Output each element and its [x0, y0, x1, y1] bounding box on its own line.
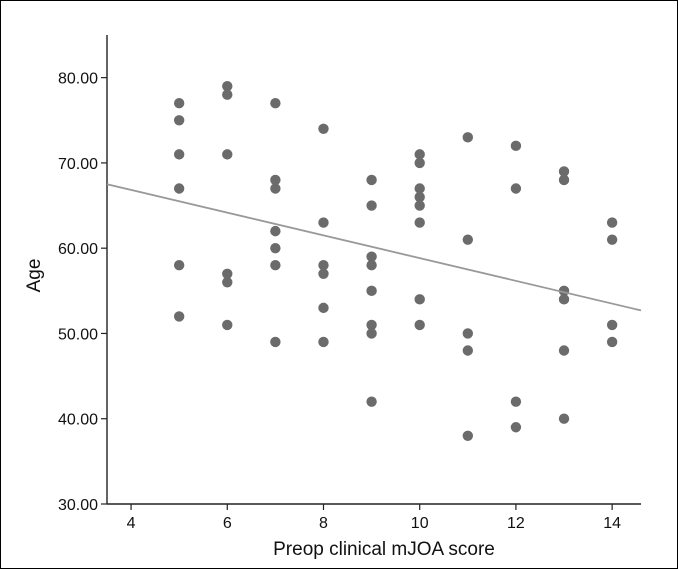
data-point — [606, 336, 618, 348]
data-point — [510, 140, 522, 152]
y-tick-label: 50.00 — [58, 326, 98, 343]
axes-layer — [106, 35, 641, 505]
data-point — [318, 123, 329, 134]
data-point — [558, 166, 570, 177]
data-point — [222, 268, 233, 279]
x-tick-label: 12 — [507, 515, 525, 532]
x-tick-label: 8 — [319, 515, 328, 532]
data-point — [366, 285, 377, 297]
y-tick-label: 70.00 — [58, 156, 98, 173]
data-point — [510, 396, 522, 407]
data-point — [558, 294, 570, 305]
fit-line — [106, 183, 642, 312]
data-point — [173, 115, 185, 126]
y-tick-label: 30.00 — [58, 497, 98, 514]
data-point — [318, 260, 329, 271]
x-tick-label: 14 — [603, 515, 621, 532]
data-point — [173, 98, 185, 109]
data-point — [173, 149, 185, 160]
data-point — [558, 174, 570, 186]
ticks-layer: 4 6 8 10 12 14 30.00 40.00 50.00 60.00 70.00 80.00 — [58, 71, 621, 532]
data-point — [462, 328, 474, 339]
data-point — [414, 183, 425, 194]
data-point — [173, 311, 185, 322]
data-point — [558, 345, 570, 356]
data-point — [270, 183, 281, 194]
data-point — [270, 260, 281, 271]
data-point — [366, 174, 377, 186]
data-point — [366, 200, 377, 211]
data-point — [414, 294, 425, 305]
data-point — [510, 422, 522, 433]
data-point — [318, 268, 329, 279]
y-tick-label: 40.00 — [58, 412, 98, 429]
data-point — [510, 183, 522, 194]
data-point — [462, 345, 474, 356]
data-point — [462, 234, 474, 245]
data-point — [270, 336, 281, 348]
data-point — [366, 319, 377, 331]
x-tick-label: 4 — [127, 515, 136, 532]
x-tick-label: 10 — [411, 515, 429, 532]
y-axis-title: Age — [24, 259, 45, 293]
data-point — [270, 242, 281, 254]
data-point — [414, 200, 425, 211]
data-point — [222, 319, 233, 331]
data-point — [366, 328, 377, 339]
data-point — [270, 98, 281, 109]
data-point — [366, 396, 377, 407]
data-point — [222, 277, 233, 288]
data-point — [462, 430, 474, 441]
data-point — [270, 174, 281, 186]
data-point — [558, 413, 570, 424]
y-tick-label: 60.00 — [58, 241, 98, 258]
data-point — [222, 89, 233, 100]
data-point — [366, 251, 377, 262]
data-point — [462, 132, 474, 143]
data-point — [414, 191, 425, 203]
x-tick-label: 6 — [223, 515, 232, 532]
points-layer — [173, 80, 618, 441]
data-point — [222, 80, 233, 92]
data-point — [318, 336, 329, 348]
data-point — [318, 302, 329, 314]
data-point — [414, 149, 425, 160]
data-point — [606, 217, 618, 228]
data-point — [414, 217, 425, 228]
data-point — [414, 157, 425, 169]
x-axis-title: Preop clinical mJOA score — [273, 539, 495, 560]
data-point — [366, 260, 377, 271]
data-point — [606, 319, 618, 331]
data-point — [606, 234, 618, 245]
data-point — [173, 260, 185, 271]
data-point — [270, 225, 281, 237]
data-point — [222, 149, 233, 160]
data-point — [414, 319, 425, 331]
y-tick-label: 80.00 — [58, 71, 98, 88]
data-point — [318, 217, 329, 228]
data-point — [173, 183, 185, 194]
